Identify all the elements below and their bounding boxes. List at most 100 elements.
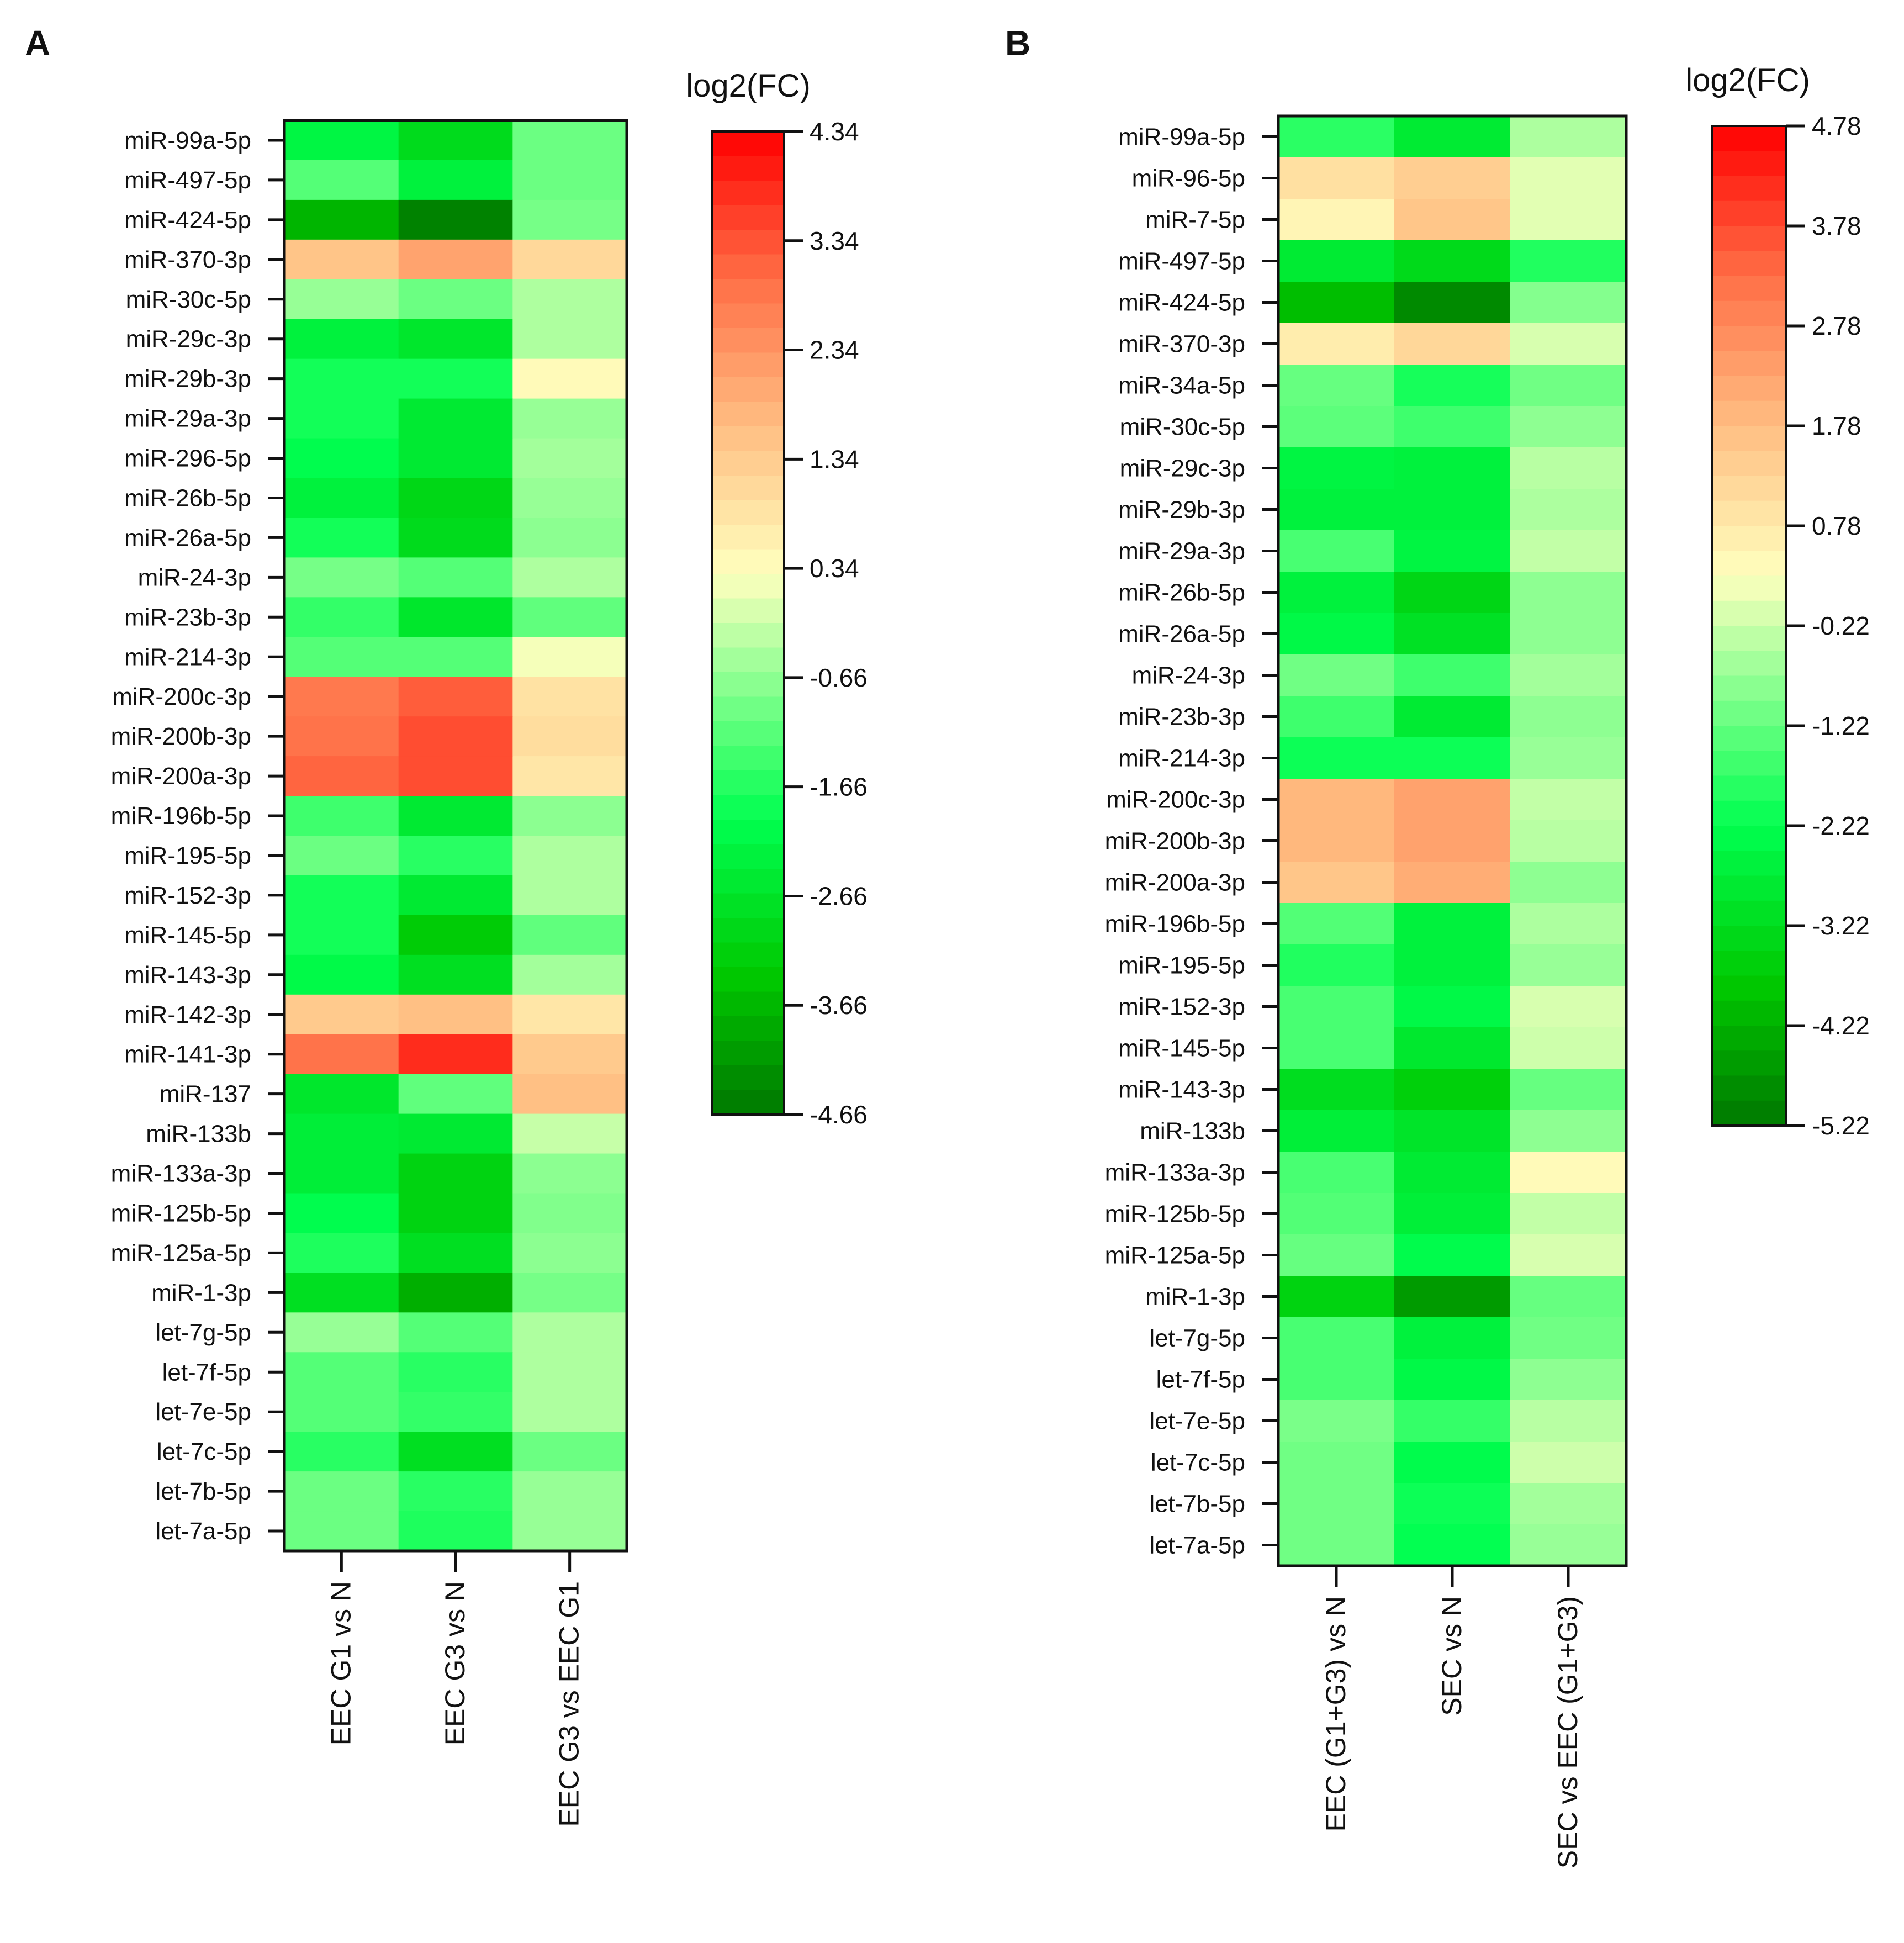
heatmap-cell (284, 478, 399, 519)
heatmap-cell (284, 398, 399, 439)
row-label: miR-29b-3p (1118, 497, 1245, 524)
heatmap-cell (398, 716, 513, 757)
heatmap-cell (1394, 903, 1511, 945)
heatmap-cell (512, 954, 627, 995)
heatmap-cell (284, 954, 399, 995)
heatmap-cell (1394, 1359, 1511, 1401)
colorbar-band (712, 918, 784, 943)
heatmap-cell (284, 677, 399, 717)
heatmap-cell (1278, 572, 1395, 614)
colorbar-band (1712, 426, 1786, 452)
heatmap-cell (398, 438, 513, 479)
row-label: miR-370-3p (124, 246, 251, 273)
row-label: miR-152-3p (124, 882, 251, 909)
heatmap-cell (512, 279, 627, 320)
heatmap-cell (1278, 820, 1395, 862)
heatmap-cell (284, 836, 399, 876)
heatmap-cell (512, 518, 627, 558)
row-label: miR-26a-5p (124, 524, 251, 551)
row-label: miR-133b (1140, 1118, 1245, 1145)
colorbar: 4.78 3.78 2.78 1.78 0.78 -0.22 -1.22 -2.22 -3.22… (1685, 62, 1870, 1140)
colorbar-band (1712, 1026, 1786, 1052)
heatmap-cell (398, 279, 513, 320)
colorbar-band (712, 328, 784, 353)
row-label: miR-424-5p (1118, 289, 1245, 316)
heatmap-cell (284, 1432, 399, 1472)
colorbar-band (1712, 900, 1786, 926)
colorbar-band (712, 598, 784, 624)
row-label: let-7c-5p (157, 1438, 251, 1465)
heatmap-cell (1510, 944, 1627, 986)
colorbar-band (1712, 476, 1786, 501)
colorbar-tick-label: 1.78 (1812, 411, 1861, 440)
colorbar-tick-label: -5.22 (1812, 1111, 1870, 1140)
heatmap-cell (1510, 1317, 1627, 1359)
colorbar-tick-label: -0.22 (1812, 611, 1870, 640)
heatmap-cell (398, 915, 513, 955)
colorbar-band (712, 820, 784, 845)
colorbar-band (1712, 526, 1786, 552)
heatmap-cell (1278, 1110, 1395, 1152)
row-label: miR-29c-3p (126, 326, 251, 353)
heatmap-cell (1510, 530, 1627, 572)
row-label: miR-24-3p (138, 564, 251, 591)
heatmap-cell (398, 239, 513, 280)
colorbar-title: log2(FC) (1685, 62, 1810, 98)
heatmap-cell (1394, 1234, 1511, 1276)
heatmap-cell (398, 1352, 513, 1392)
colorbar-band (1712, 226, 1786, 252)
heatmap-cell (512, 160, 627, 200)
heatmap-cell (512, 1312, 627, 1353)
colorbar-frame (711, 130, 785, 1116)
colorbar-band (712, 1041, 784, 1066)
heatmap-cell (1278, 1069, 1395, 1111)
colorbar-band (712, 205, 784, 230)
heatmap-cell (284, 994, 399, 1035)
heatmap-cell (1278, 1193, 1395, 1235)
heatmap-cell (284, 160, 399, 200)
colorbar-band (1712, 626, 1786, 652)
heatmap-cell (1394, 1400, 1511, 1442)
colorbar-tick-label: -2.66 (810, 881, 868, 910)
colorbar-band (712, 156, 784, 181)
heatmap-cell (284, 1392, 399, 1432)
heatmap-cell (512, 756, 627, 796)
row-label: miR-141-3p (124, 1041, 251, 1068)
heatmap-cell (1510, 157, 1627, 199)
row-label: miR-424-5p (124, 207, 251, 234)
heatmap-cell (284, 1193, 399, 1234)
colorbar-band (712, 377, 784, 403)
row-label: let-7f-5p (1156, 1366, 1245, 1393)
colorbar-band (1712, 751, 1786, 777)
heatmap-cell (1394, 240, 1511, 282)
row-label: let-7c-5p (1151, 1449, 1245, 1476)
heatmap-cell (284, 1074, 399, 1115)
heatmap-cell (398, 358, 513, 399)
row-label: miR-200a-3p (111, 763, 251, 790)
colorbar-band (1712, 651, 1786, 677)
heatmap-cell (398, 319, 513, 360)
row-label: miR-145-5p (1118, 1035, 1245, 1062)
colorbar-band (712, 1065, 784, 1091)
heatmap-cell (1278, 903, 1395, 945)
row-label: miR-24-3p (1132, 662, 1245, 689)
heatmap-cell (512, 1233, 627, 1273)
colorbar-band (712, 525, 784, 550)
heatmap-cell (1510, 1069, 1627, 1111)
row-label: miR-7-5p (1145, 207, 1245, 234)
colorbar-band (712, 967, 784, 992)
colorbar-band (712, 672, 784, 698)
row-label: miR-125b-5p (111, 1200, 251, 1227)
heatmap-cell (398, 677, 513, 717)
heatmap-cell (284, 1273, 399, 1313)
heatmap-cell (1510, 820, 1627, 862)
heatmap-cell (1510, 1359, 1627, 1401)
colorbar-band (712, 647, 784, 673)
colorbar-band (1712, 875, 1786, 901)
heatmap-cell (1510, 1400, 1627, 1442)
heatmap-cell (1510, 1524, 1627, 1566)
colorbar-band (712, 893, 784, 918)
heatmap-cell (1510, 572, 1627, 614)
